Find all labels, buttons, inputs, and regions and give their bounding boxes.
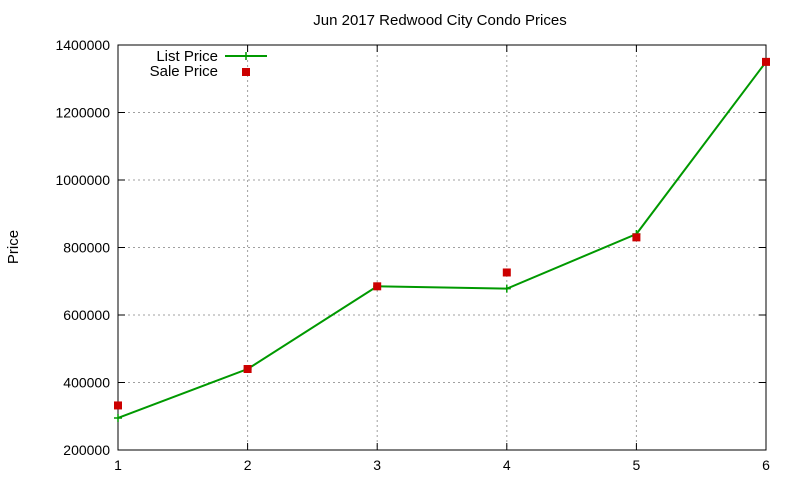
y-tick-label: 800000 — [63, 240, 110, 256]
x-tick-label: 6 — [762, 457, 770, 473]
y-tick-label: 200000 — [63, 442, 110, 458]
sale-price-point — [502, 268, 511, 277]
legend-label-sale-price: Sale Price — [150, 63, 218, 80]
legend-marker-list-price — [242, 52, 250, 60]
y-axis-label: Price — [5, 230, 22, 264]
series — [114, 57, 770, 422]
x-tick-label: 3 — [373, 457, 381, 473]
list-price-point — [114, 413, 122, 422]
grid — [118, 45, 766, 450]
legend-label-list-price: List Price — [156, 48, 218, 65]
x-tick-label: 2 — [244, 457, 252, 473]
y-tick-label: 1000000 — [55, 172, 110, 188]
x-tick-label: 1 — [114, 457, 122, 473]
sale-price-point — [632, 233, 641, 242]
legend-marker-sale-price — [242, 68, 250, 76]
y-tick-label: 1400000 — [55, 37, 110, 53]
sale-price-point — [114, 401, 122, 410]
axis-ticks: 2000004000006000008000001000000120000014… — [55, 37, 770, 473]
sale-price-point — [243, 365, 252, 373]
chart-title: Jun 2017 Redwood City Condo Prices — [313, 12, 566, 29]
list-price-line — [117, 61, 767, 419]
x-tick-label: 5 — [633, 457, 641, 473]
sale-price-point — [762, 57, 770, 66]
sale-price-point — [373, 282, 382, 291]
y-tick-label: 1200000 — [55, 105, 110, 121]
y-tick-label: 400000 — [63, 375, 110, 391]
y-tick-label: 600000 — [63, 307, 110, 323]
x-tick-label: 4 — [503, 457, 511, 473]
list-price-point — [502, 284, 511, 293]
